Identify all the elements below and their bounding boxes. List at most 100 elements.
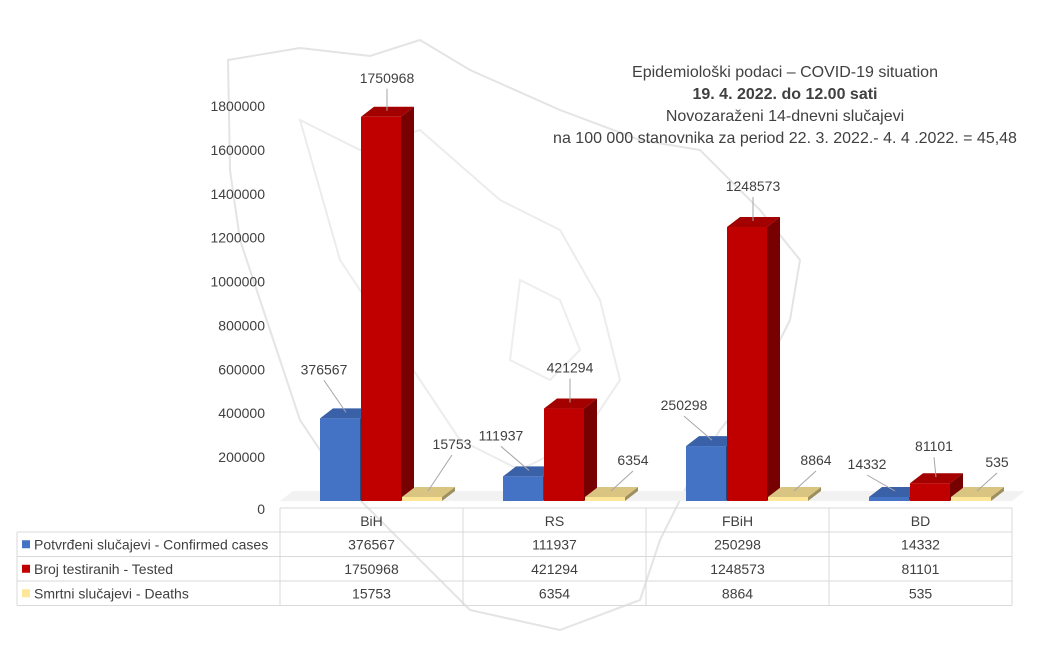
table-cell-value: 8864 [722,585,753,601]
table-cell-value: 6354 [539,585,570,601]
bar-front-face [686,446,726,501]
y-tick-label: 1000000 [210,274,265,290]
bars-group [280,106,1025,502]
category-label: BiH [360,513,383,529]
legend-series-name: Broj testiranih - Tested [34,561,173,577]
table-cell-value: 14332 [901,536,940,552]
y-tick-label: 1400000 [210,186,265,202]
data-label: 14332 [848,456,887,472]
legend-key [22,540,30,549]
data-label-leader [323,380,347,413]
bar-top-face [503,466,556,477]
data-label: 376567 [301,361,348,377]
bar-top-face [585,487,638,497]
bar-side-face [401,106,414,502]
bar-BD-1 [910,473,963,501]
y-tick-label: 1800000 [210,98,265,114]
bar-side-face [808,487,821,501]
data-label-leader [427,454,453,492]
bar-BiH-1 [361,106,414,502]
table-cell-value: 81101 [902,561,940,577]
chart-title-line3: Novozaraženi 14-dnevni slučajevi [665,108,905,125]
bar-FBiH-2 [768,487,821,501]
bar-front-face [503,476,543,501]
table-cell-value: 15753 [352,585,391,601]
data-label: 15753 [433,436,472,452]
table-cell-value: 535 [909,585,933,601]
bar-front-face [869,497,909,501]
table-cell-value: 250298 [714,536,761,552]
data-label-leader [610,470,634,492]
category-label: RS [545,513,564,529]
data-label: 111937 [479,427,524,443]
bar-front-face [910,483,950,501]
bar-BD-2 [951,487,1004,501]
y-axis: 0 200000 400000 600000 800000 1000000 1200000 1… [210,98,265,517]
bar-top-face [544,398,597,409]
data-label: 250298 [661,397,708,413]
bar-front-face [727,227,767,501]
category-label: BD [911,513,930,529]
y-tick-label: 0 [257,501,265,517]
bar-top-face [686,436,739,447]
bar-front-face [361,116,401,502]
y-tick-label: 200000 [218,449,265,465]
y-tick-label: 400000 [218,405,265,421]
table-cell-value: 421294 [531,561,578,577]
bar-front-face [768,497,808,501]
data-label: 1750968 [360,70,415,86]
data-label-leader [976,472,998,492]
bar-side-face [584,398,597,501]
bar-front-face [951,497,991,501]
legend-key [22,589,30,598]
y-tick-label: 600000 [218,361,265,377]
data-label-leader [866,474,896,492]
bar-RS-2 [585,487,638,501]
bar-RS-1 [544,398,597,501]
data-label: 81101 [915,438,953,454]
data-label-leader [500,446,530,471]
data-label: 535 [985,454,1009,470]
table-cell-value: 376567 [348,536,395,552]
data-label: 1248573 [726,178,781,194]
bar-side-face [991,487,1004,501]
bar-front-face [544,408,584,501]
chart-title-date: 19. 4. 2022. do 12.00 sati [692,86,878,103]
bar-top-face [320,408,373,419]
bar-side-face [442,487,455,501]
legend-series-name: Potvrđeni slučajevi - Confirmed cases [34,536,268,552]
bar-top-face [768,487,821,497]
bar-front-face [320,418,360,501]
bar-front-face [585,497,625,501]
chart-title-block: Epidemiološki podaci – COVID-19 situatio… [520,62,1050,150]
bar-side-face [625,487,638,501]
data-label-leader [683,415,713,441]
bar-side-face [950,473,963,501]
table-cell-value: 1750968 [344,561,399,577]
bar-top-face [869,487,922,497]
bar-BiH-2 [402,487,455,501]
bar-top-face [361,106,414,117]
y-tick-label: 800000 [218,317,265,333]
bar-top-face [951,487,1004,497]
legend-key [22,564,30,573]
data-label: 8864 [800,452,831,468]
chart-floor [280,491,1025,501]
legend-series-name: Smrtni slučajevi - Deaths [34,585,189,601]
chart-title-line4: na 100 000 stanovnika za period 22. 3. 2… [553,130,1017,147]
data-label: 6354 [617,452,648,468]
data-label: 421294 [547,360,594,376]
chart-title-line1: Epidemiološki podaci – COVID-19 situatio… [632,64,938,81]
bar-top-face [910,473,963,484]
y-tick-label: 1200000 [210,230,265,246]
bar-side-face [767,217,780,501]
bar-top-face [402,487,455,497]
data-table: BiH RS FBiH BD Potvrđeni slučajevi - Confirm… [16,507,1013,606]
data-label-leader [933,457,937,478]
data-labels-group: 376567 1750968 15753 111937 421294 6354 250298… [301,70,1009,492]
bar-top-face [727,217,780,228]
table-cell-value: 1248573 [710,561,765,577]
table-cell-value: 111937 [532,536,577,552]
data-label-leader [793,470,817,492]
